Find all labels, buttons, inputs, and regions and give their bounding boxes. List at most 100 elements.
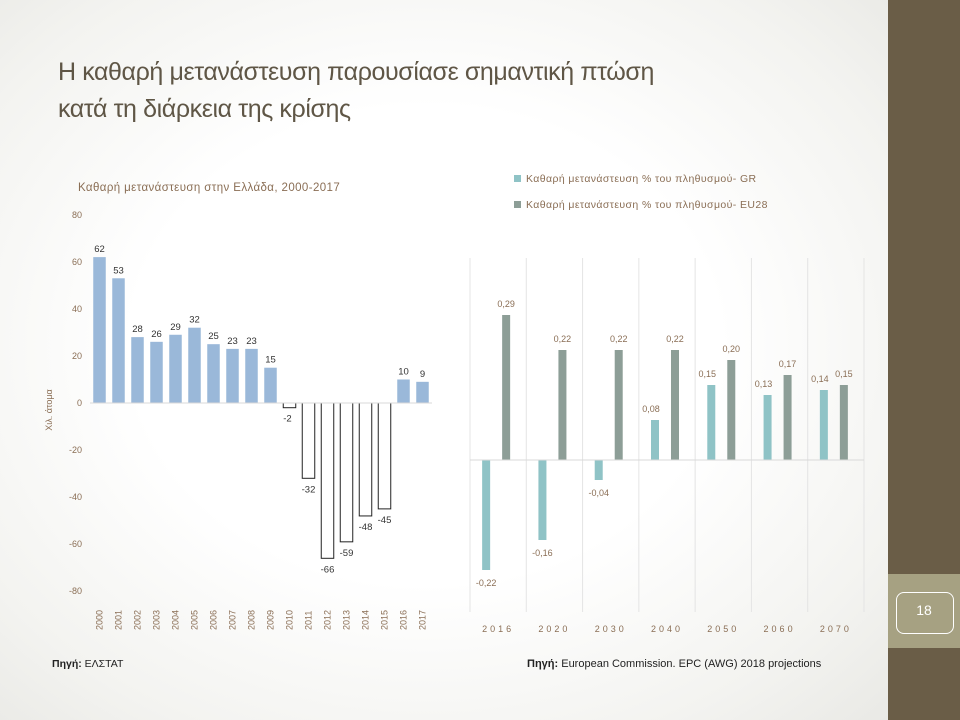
left-bar-label: 9 xyxy=(420,369,425,380)
source-right: Πηγή: European Commission. EPC (AWG) 201… xyxy=(527,658,821,670)
left-x-tick-label: 2007 xyxy=(228,610,238,630)
left-x-tick-label: 2014 xyxy=(361,610,371,630)
right-bar-label: 0,22 xyxy=(610,334,628,344)
left-bar-label: 32 xyxy=(189,315,200,326)
left-bar xyxy=(320,402,335,559)
right-bar xyxy=(558,350,567,460)
right-bar-label: -0,04 xyxy=(588,488,609,498)
left-bar-label: -32 xyxy=(302,484,316,495)
left-bar-label: 28 xyxy=(132,324,143,335)
right-bar xyxy=(614,350,623,460)
right-legend-swatch xyxy=(514,175,521,182)
left-x-tick-label: 2012 xyxy=(323,610,333,630)
left-bar xyxy=(169,334,182,403)
right-bar-label: 0,15 xyxy=(699,369,717,379)
right-bar-label: 0,08 xyxy=(642,404,660,414)
left-bar-label: 15 xyxy=(265,355,276,366)
right-x-tick-label: 2016 xyxy=(482,624,514,634)
right-bar xyxy=(651,420,659,460)
left-bar xyxy=(416,381,429,403)
left-bar xyxy=(397,379,410,403)
left-y-tick-label: 80 xyxy=(72,210,82,220)
left-bar xyxy=(377,402,392,510)
slide-background xyxy=(0,0,888,720)
source-left: Πηγή: ΕΛΣΤΑΤ xyxy=(52,658,123,670)
left-bar xyxy=(282,402,297,409)
left-bar-label: -59 xyxy=(340,548,354,559)
left-bar-label: -66 xyxy=(321,564,335,575)
right-bar xyxy=(727,360,736,460)
left-bar-label: -48 xyxy=(359,522,373,533)
charts-canvas: Καθαρή μετανάστευση στην Ελλάδα, 2000-20… xyxy=(44,173,865,634)
right-bar xyxy=(482,460,491,570)
left-bar-label: 53 xyxy=(113,265,124,276)
page-number: 18 xyxy=(916,602,932,618)
left-bar-label: 25 xyxy=(208,331,219,342)
page-number-frame xyxy=(896,592,954,634)
left-bar-label: 26 xyxy=(151,329,162,340)
left-bar xyxy=(93,257,106,403)
left-x-tick-label: 2003 xyxy=(152,610,162,630)
source-right-label: Πηγή: xyxy=(527,658,559,670)
left-chart-title: Καθαρή μετανάστευση στην Ελλάδα, 2000-20… xyxy=(78,182,340,194)
left-x-tick-label: 2016 xyxy=(399,610,409,630)
left-x-tick-label: 2006 xyxy=(209,610,219,630)
right-bar-label: 0,14 xyxy=(811,374,829,384)
right-bar xyxy=(502,315,511,460)
right-bar-label: 0,15 xyxy=(835,369,853,379)
left-y-tick-label: 40 xyxy=(72,304,82,314)
right-bar xyxy=(763,395,772,460)
left-bar xyxy=(226,348,239,403)
page-number-box: 18 xyxy=(888,574,960,648)
right-bar xyxy=(707,385,716,460)
left-y-tick-label: -60 xyxy=(69,539,82,549)
left-bar-label: 62 xyxy=(94,244,105,255)
left-bar xyxy=(150,341,163,403)
right-bar-label: 0,20 xyxy=(723,344,741,354)
right-bar-label: 0,29 xyxy=(497,299,515,309)
left-x-tick-label: 2002 xyxy=(133,610,143,630)
left-y-tick-label: 0 xyxy=(77,398,82,408)
left-bar xyxy=(188,327,201,403)
left-y-tick-label: 20 xyxy=(72,351,82,361)
right-bar-label: -0,22 xyxy=(476,578,497,588)
right-legend-label: Καθαρή μετανάστευση % του πληθυσμού- GR xyxy=(526,173,757,185)
left-x-tick-label: 2013 xyxy=(342,610,352,630)
slide-title-line-1: Η καθαρή μετανάστευση παρουσίασε σημαντι… xyxy=(58,58,654,86)
left-bar-label: -2 xyxy=(283,414,291,425)
right-bar-label: 0,22 xyxy=(666,334,684,344)
right-bar xyxy=(538,460,547,540)
left-bar xyxy=(112,278,125,403)
right-x-tick-label: 2070 xyxy=(820,624,852,634)
left-x-tick-label: 2011 xyxy=(304,611,314,630)
left-y-tick-label: -80 xyxy=(69,586,82,596)
right-x-tick-label: 2050 xyxy=(707,624,739,634)
right-x-tick-label: 2040 xyxy=(651,624,683,634)
slide-title: Η καθαρή μετανάστευση παρουσίασε σημαντι… xyxy=(58,54,858,128)
left-x-tick-label: 2015 xyxy=(380,610,390,630)
left-bar xyxy=(131,337,144,403)
left-bar xyxy=(301,402,316,479)
source-left-label: Πηγή: xyxy=(52,658,82,670)
right-legend-swatch xyxy=(514,201,521,208)
left-bar-label: 23 xyxy=(227,336,238,347)
left-bar-label: -45 xyxy=(378,515,392,526)
left-x-tick-label: 2005 xyxy=(190,610,200,630)
left-bar xyxy=(339,402,354,543)
left-x-tick-label: 2001 xyxy=(114,610,124,630)
right-bar xyxy=(839,385,848,460)
left-y-tick-label: -40 xyxy=(69,492,82,502)
left-bar xyxy=(264,367,277,403)
left-bar-label: 23 xyxy=(246,336,257,347)
left-bar xyxy=(358,402,373,517)
source-left-text: ΕΛΣΤΑΤ xyxy=(81,658,124,670)
source-right-text: European Commission. EPC (AWG) 2018 proj… xyxy=(558,658,822,670)
left-x-tick-label: 2004 xyxy=(171,610,181,630)
left-x-tick-label: 2009 xyxy=(266,610,276,630)
right-bar-label: 0,13 xyxy=(755,379,773,389)
left-x-tick-label: 2008 xyxy=(247,610,257,630)
right-bar-label: -0,16 xyxy=(532,548,553,558)
right-x-tick-label: 2060 xyxy=(764,624,796,634)
right-bar-label: 0,17 xyxy=(779,359,797,369)
left-x-tick-label: 2000 xyxy=(95,610,105,630)
